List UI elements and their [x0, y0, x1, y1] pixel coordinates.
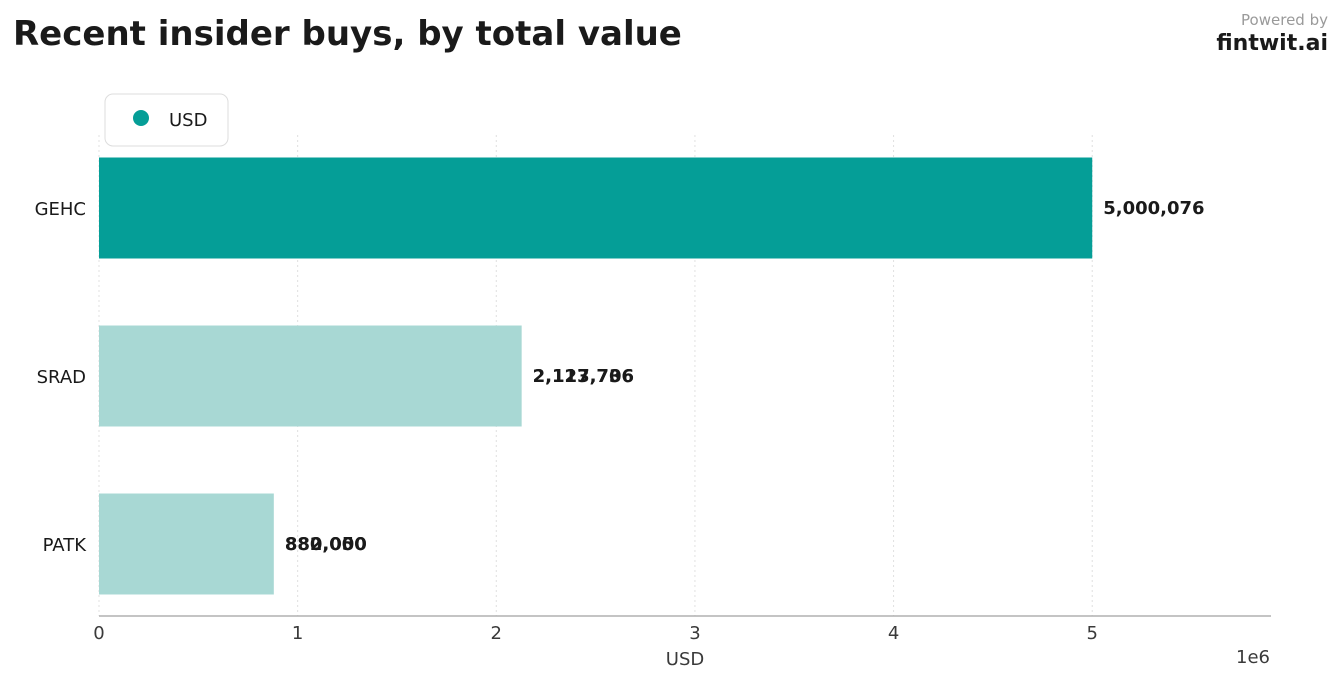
bar-layer: [99, 157, 1093, 595]
category-label-gehc: GEHC: [35, 199, 86, 220]
legend-label: USD: [169, 110, 207, 131]
bar-gehc: [99, 157, 1093, 259]
value-label-gehc: 5,000,076: [1103, 198, 1204, 219]
x-tick-label-2: 2: [491, 623, 502, 644]
x-tick-label-3: 3: [689, 623, 700, 644]
value-label-srad: 2,127,736: [533, 366, 634, 387]
x-tick-label-1: 1: [292, 623, 303, 644]
x-tick-label-5: 5: [1086, 623, 1097, 644]
brand-block: Powered by fintwit.ai: [1216, 10, 1328, 58]
x-axis-label: USD: [666, 649, 704, 670]
legend-marker: [133, 110, 149, 126]
axis-layer: 0 1 2 3 4 5 USD 1e6: [93, 615, 1271, 670]
chart-title: Recent insider buys, by total value: [13, 14, 682, 54]
bar-patk: [99, 493, 274, 595]
category-label-patk: PATK: [43, 535, 88, 556]
x-tick-label-0: 0: [93, 623, 104, 644]
value-label-patk-1: 882,000: [285, 534, 367, 555]
legend-box: [104, 93, 229, 147]
value-label-srad-1: 2,113,706: [533, 366, 634, 387]
category-label-srad: SRAD: [37, 367, 86, 388]
value-label-patk: 880,050: [285, 534, 367, 555]
bar-srad: [99, 325, 522, 427]
x-axis-offset-text: 1e6: [1236, 647, 1270, 668]
x-tick-label-4: 4: [888, 623, 899, 644]
brand-name: fintwit.ai: [1216, 31, 1328, 56]
powered-by-text: Powered by: [1241, 11, 1328, 29]
legend: USD: [104, 93, 229, 147]
